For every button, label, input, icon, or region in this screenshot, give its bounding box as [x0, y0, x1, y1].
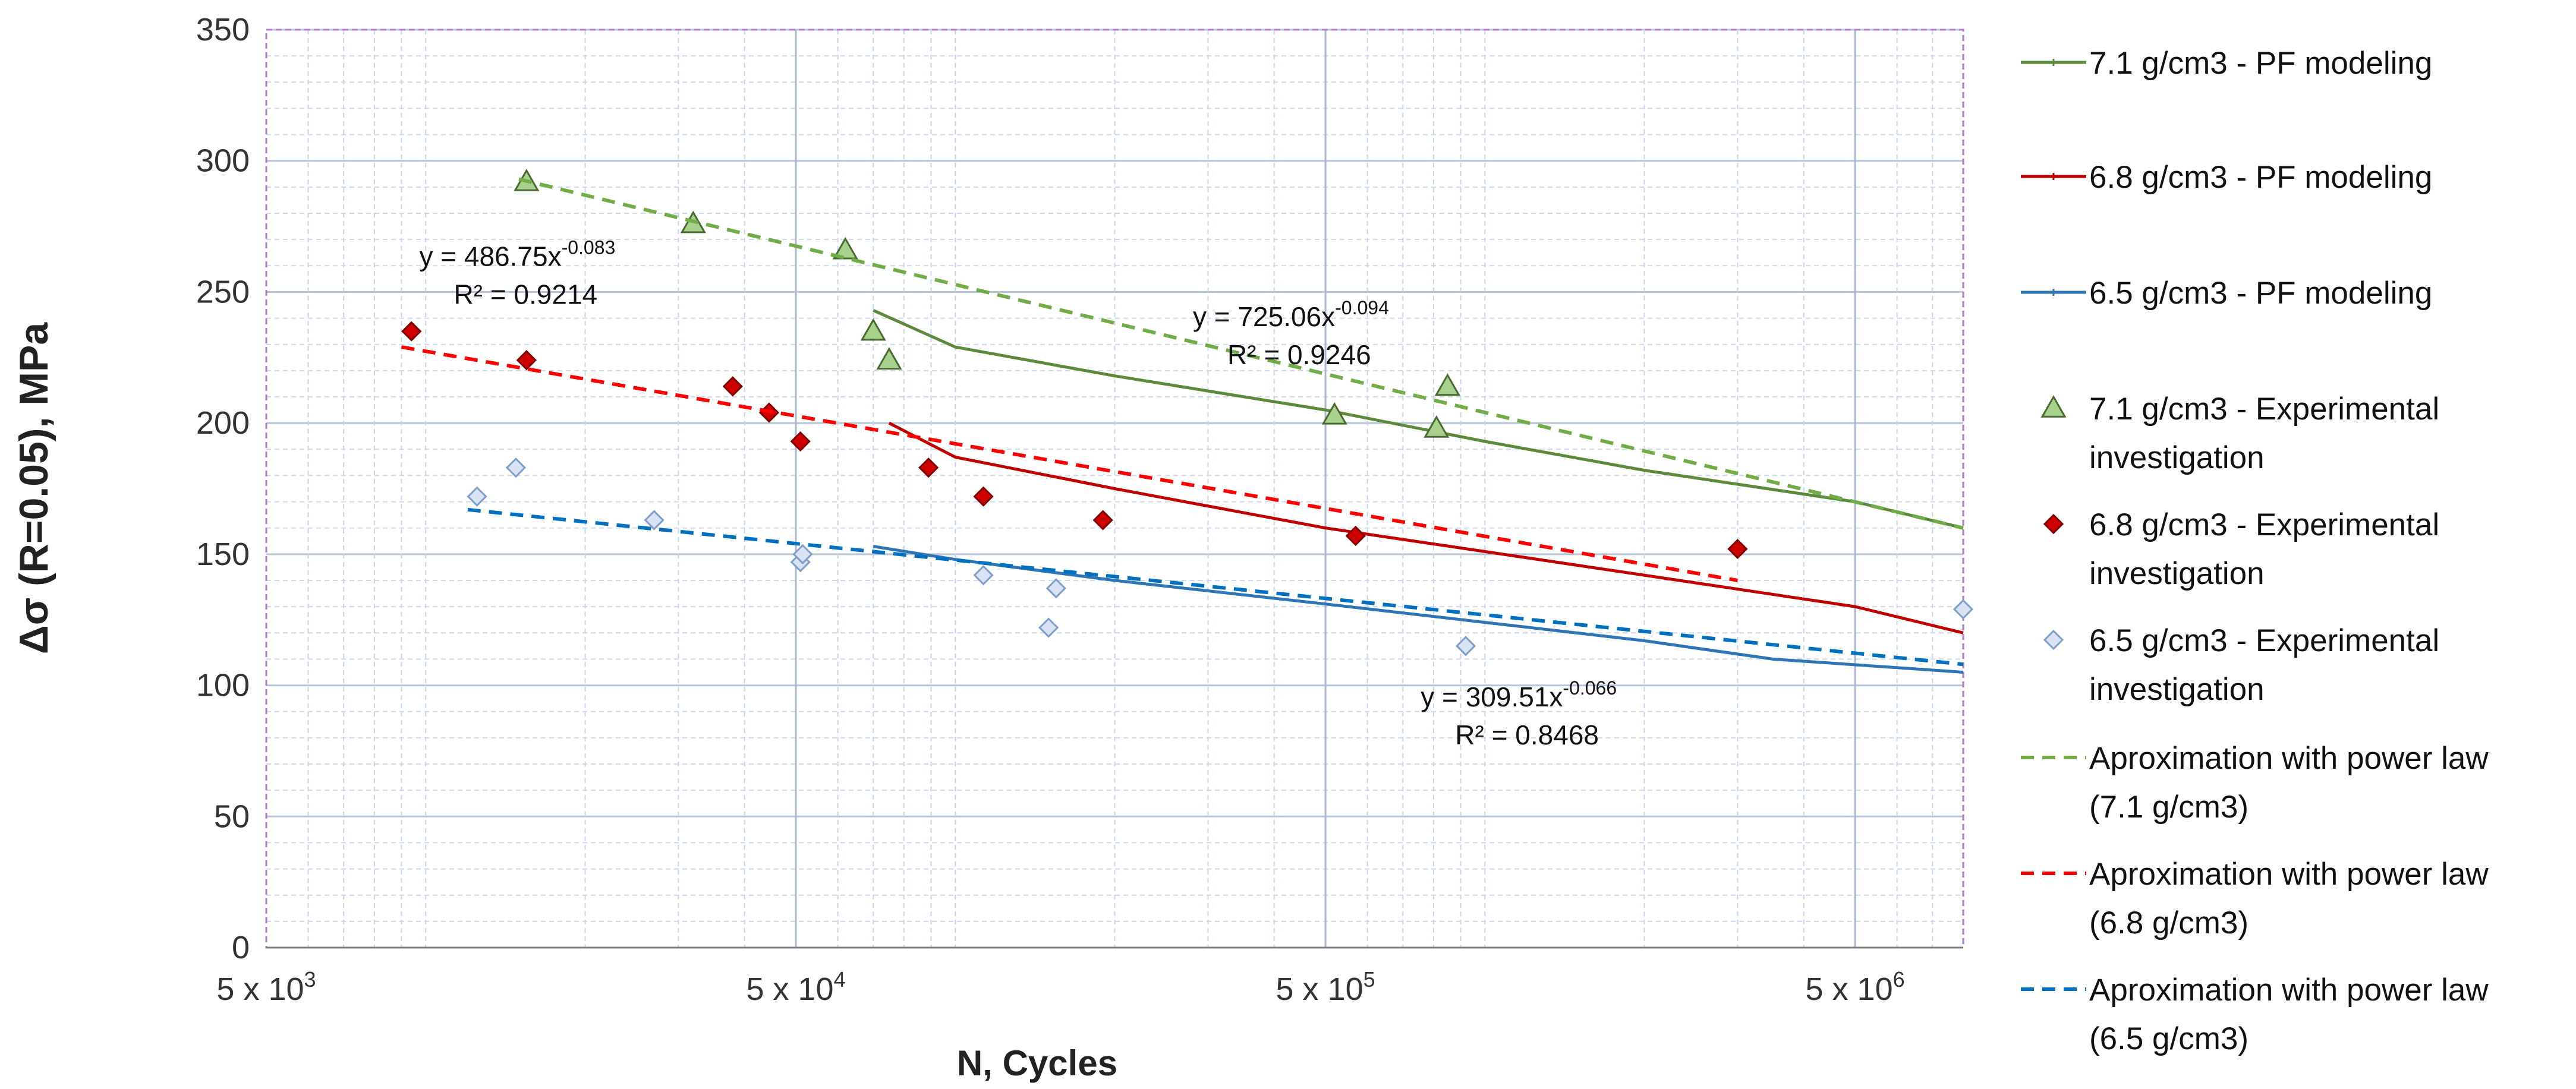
legend-item-4: 6.8 g/cm3 - Experimental investigation: [2043, 507, 2439, 591]
y-tick-label: 100: [196, 668, 250, 703]
data-point: [722, 376, 743, 397]
y-tick-label: 0: [232, 930, 250, 965]
legend-item-7: Aproximation with power law (6.8 g/cm3): [2021, 857, 2489, 940]
data-point: [1321, 402, 1347, 425]
y-tick-label: 150: [196, 536, 250, 572]
x-tick-label: 5 x 104: [746, 967, 845, 1007]
legend-swatch-marker: [2043, 513, 2064, 535]
data-point: [1727, 538, 1748, 560]
legend-label-line2: investigation: [2089, 556, 2265, 591]
y-tick-label: 350: [196, 12, 250, 48]
series-7: [401, 345, 1738, 582]
data-point: [1092, 510, 1113, 531]
legend-label-line2: investigation: [2089, 440, 2265, 475]
data-point: [505, 457, 527, 478]
r-squared-text: R² = 0.9246: [1227, 339, 1371, 370]
data-point: [860, 318, 886, 341]
r-squared-text: R² = 0.8468: [1455, 719, 1599, 750]
data-point: [467, 486, 487, 507]
data-point: [973, 565, 994, 586]
power-law-line: [518, 177, 1964, 530]
legend-label: 6.8 g/cm3 - Experimental: [2089, 507, 2439, 542]
legend-label: Aproximation with power law: [2089, 857, 2489, 892]
data-point: [1455, 636, 1476, 656]
legend-label-line2: (6.5 g/cm3): [2089, 1021, 2249, 1056]
grid: [266, 29, 1963, 948]
legend-swatch-marker: [2040, 394, 2067, 418]
data-point: [832, 236, 858, 260]
legend-label: 6.5 g/cm3 - PF modeling: [2089, 276, 2432, 311]
data-point: [792, 544, 813, 564]
legend-label: 7.1 g/cm3 - Experimental: [2089, 392, 2439, 427]
legend-label-line2: (7.1 g/cm3): [2089, 790, 2249, 825]
legend-item-6: Aproximation with power law (7.1 g/cm3): [2021, 741, 2489, 825]
series-0: [873, 309, 1964, 530]
series-5: [467, 457, 1974, 656]
data-point: [876, 347, 902, 370]
series-8: [467, 507, 1964, 667]
data-point: [918, 457, 939, 478]
legend-label-line2: investigation: [2089, 672, 2265, 707]
x-tick-label: 5 x 106: [1806, 967, 1905, 1007]
legend-item-8: Aproximation with power law (6.5 g/cm3): [2021, 973, 2489, 1056]
y-tick-label: 300: [196, 143, 250, 179]
data-point: [973, 486, 994, 507]
data-point: [1038, 617, 1059, 638]
y-tick-label: 200: [196, 405, 250, 441]
data-point: [401, 321, 422, 342]
model-line: [888, 421, 1964, 635]
y-tick-label: 250: [196, 274, 250, 310]
legend-item-0: 7.1 g/cm3 - PF modeling: [2021, 46, 2432, 81]
data-point: [1345, 525, 1366, 547]
data-point: [790, 431, 811, 452]
model-line: [873, 309, 1964, 530]
data-point: [1424, 415, 1450, 438]
series-6: [518, 177, 1964, 530]
legend-item-2: 6.5 g/cm3 - PF modeling: [2021, 276, 2432, 311]
data-point: [644, 510, 665, 531]
y-axis-title: Δσ (R=0.05), MPa: [11, 322, 56, 655]
legend: 7.1 g/cm3 - PF modeling 6.8 g/cm3 - PF mo…: [2021, 46, 2489, 1056]
series-1: [888, 421, 1964, 635]
r-squared-text: R² = 0.9214: [454, 279, 597, 310]
legend-swatch-marker: [2043, 629, 2064, 651]
legend-label: Aproximation with power law: [2089, 973, 2489, 1008]
data-point: [1953, 599, 1974, 620]
legend-item-5: 6.5 g/cm3 - Experimental investigation: [2043, 623, 2439, 707]
series: [401, 169, 1974, 674]
legend-label: 7.1 g/cm3 - PF modeling: [2089, 46, 2432, 81]
legend-label-line2: (6.8 g/cm3): [2089, 905, 2249, 940]
axes: 0 50 100 150 200 250 300 350 5 x 103 5 x 104 5 x 1…: [196, 12, 1963, 1007]
y-tick-label: 50: [214, 798, 250, 834]
x-tick-label: 5 x 105: [1276, 967, 1375, 1007]
legend-label: Aproximation with power law: [2089, 741, 2489, 776]
power-law-line: [467, 507, 1964, 667]
data-point: [1045, 578, 1066, 599]
data-point: [1434, 373, 1461, 396]
legend-label: 6.5 g/cm3 - Experimental: [2089, 623, 2439, 658]
series-4: [401, 321, 1748, 560]
legend-item-1: 6.8 g/cm3 - PF modeling: [2021, 160, 2432, 195]
x-axis-title: N, Cycles: [957, 1043, 1117, 1083]
power-law-line: [401, 345, 1738, 582]
legend-label: 6.8 g/cm3 - PF modeling: [2089, 160, 2432, 195]
data-point: [516, 350, 537, 371]
legend-item-3: 7.1 g/cm3 - Experimental investigation: [2040, 392, 2439, 475]
x-tick-label: 5 x 103: [216, 967, 316, 1007]
